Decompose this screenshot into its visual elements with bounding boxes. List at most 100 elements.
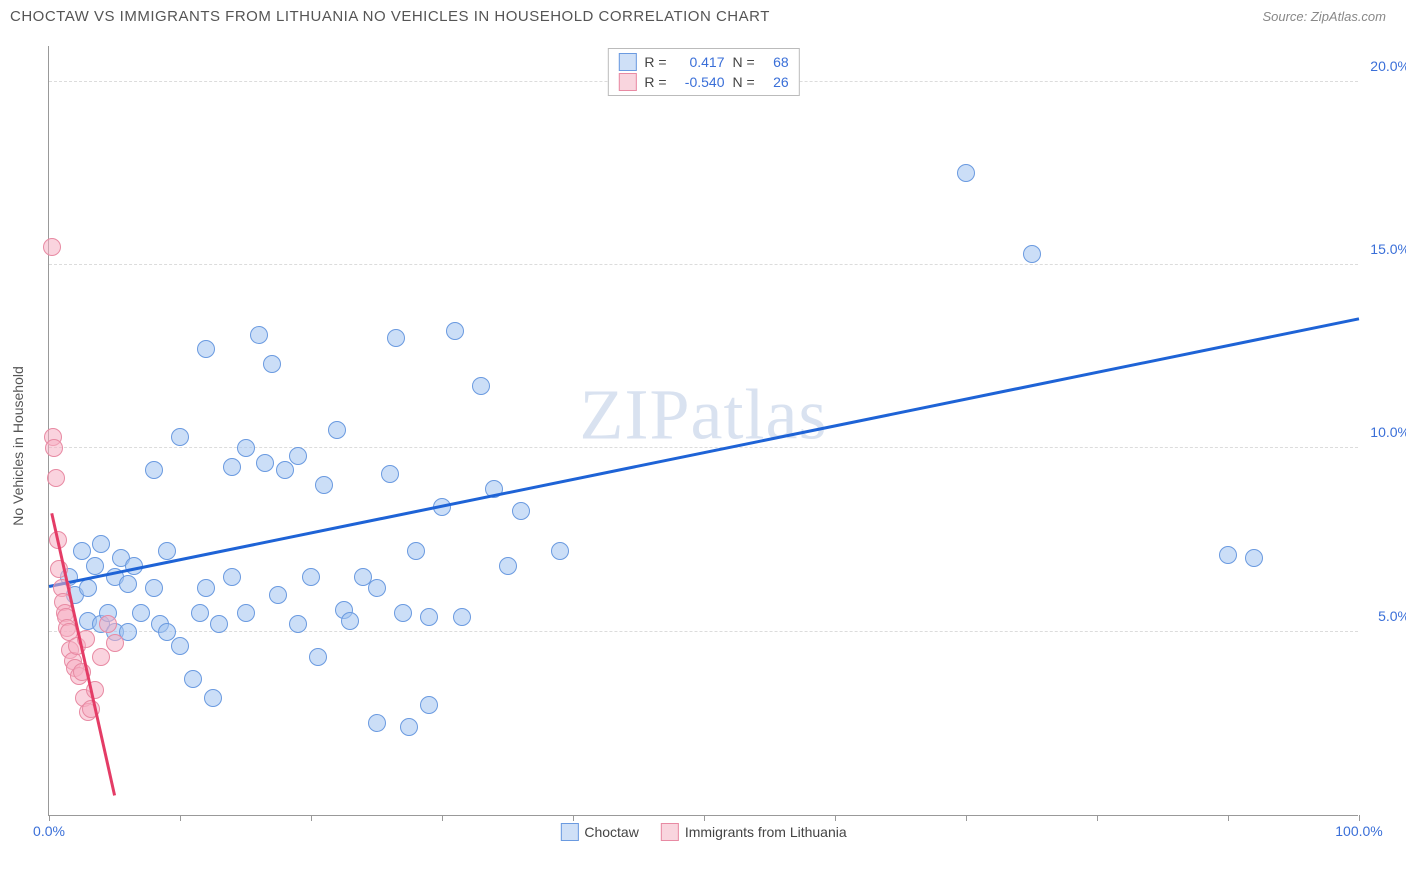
x-tick-label: 100.0% — [1335, 823, 1382, 839]
data-point — [132, 604, 150, 622]
x-tick — [442, 815, 443, 821]
y-gridline — [49, 631, 1358, 632]
data-point — [446, 322, 464, 340]
data-point — [106, 634, 124, 652]
data-point — [512, 502, 530, 520]
r-value: 0.417 — [675, 54, 725, 70]
legend-swatch — [560, 823, 578, 841]
legend-item: Immigrants from Lithuania — [661, 823, 847, 841]
data-point — [289, 447, 307, 465]
data-point — [387, 329, 405, 347]
data-point — [158, 623, 176, 641]
n-label: N = — [733, 74, 755, 90]
chart-title: CHOCTAW VS IMMIGRANTS FROM LITHUANIA NO … — [10, 8, 770, 25]
data-point — [315, 476, 333, 494]
data-point — [328, 421, 346, 439]
n-value: 68 — [763, 54, 789, 70]
data-point — [92, 648, 110, 666]
x-tick — [1359, 815, 1360, 821]
data-point — [92, 535, 110, 553]
x-tick — [1097, 815, 1098, 821]
data-point — [276, 461, 294, 479]
x-tick — [573, 815, 574, 821]
data-point — [145, 579, 163, 597]
y-gridline — [49, 264, 1358, 265]
series-legend: Choctaw Immigrants from Lithuania — [560, 823, 846, 841]
x-tick — [180, 815, 181, 821]
data-point — [191, 604, 209, 622]
data-point — [302, 568, 320, 586]
x-tick — [49, 815, 50, 821]
data-point — [119, 575, 137, 593]
legend-label: Choctaw — [584, 824, 638, 840]
legend-swatch — [618, 73, 636, 91]
stats-row: R = -0.540 N = 26 — [618, 72, 788, 92]
data-point — [368, 579, 386, 597]
watermark: ZIPatlas — [580, 374, 828, 457]
data-point — [223, 568, 241, 586]
scatter-chart: ZIPatlas 5.0%10.0%15.0%20.0%0.0%100.0%R … — [48, 46, 1358, 816]
x-tick — [966, 815, 967, 821]
legend-swatch — [618, 53, 636, 71]
data-point — [197, 579, 215, 597]
data-point — [171, 428, 189, 446]
data-point — [394, 604, 412, 622]
data-point — [263, 355, 281, 373]
r-label: R = — [644, 74, 666, 90]
data-point — [184, 670, 202, 688]
y-axis-label: No Vehicles in Household — [10, 366, 26, 526]
data-point — [453, 608, 471, 626]
data-point — [1245, 549, 1263, 567]
source-credit: Source: ZipAtlas.com — [1262, 9, 1386, 24]
data-point — [1219, 546, 1237, 564]
x-tick — [311, 815, 312, 821]
data-point — [472, 377, 490, 395]
data-point — [171, 637, 189, 655]
data-point — [499, 557, 517, 575]
data-point — [407, 542, 425, 560]
legend-item: Choctaw — [560, 823, 638, 841]
x-tick-label: 0.0% — [33, 823, 65, 839]
data-point — [43, 238, 61, 256]
data-point — [47, 469, 65, 487]
data-point — [158, 542, 176, 560]
data-point — [420, 608, 438, 626]
x-tick — [704, 815, 705, 821]
r-label: R = — [644, 54, 666, 70]
data-point — [99, 615, 117, 633]
data-point — [269, 586, 287, 604]
data-point — [341, 612, 359, 630]
data-point — [368, 714, 386, 732]
data-point — [237, 439, 255, 457]
y-tick-label: 20.0% — [1370, 58, 1406, 74]
data-point — [289, 615, 307, 633]
legend-swatch — [661, 823, 679, 841]
data-point — [204, 689, 222, 707]
y-tick-label: 15.0% — [1370, 241, 1406, 257]
n-value: 26 — [763, 74, 789, 90]
data-point — [86, 557, 104, 575]
data-point — [79, 579, 97, 597]
r-value: -0.540 — [675, 74, 725, 90]
data-point — [197, 340, 215, 358]
data-point — [551, 542, 569, 560]
data-point — [420, 696, 438, 714]
data-point — [1023, 245, 1041, 263]
x-tick — [1228, 815, 1229, 821]
data-point — [309, 648, 327, 666]
data-point — [210, 615, 228, 633]
data-point — [45, 439, 63, 457]
y-tick-label: 10.0% — [1370, 424, 1406, 440]
data-point — [145, 461, 163, 479]
stats-legend: R = 0.417 N = 68 R = -0.540 N = 26 — [607, 48, 799, 96]
data-point — [223, 458, 241, 476]
data-point — [400, 718, 418, 736]
legend-label: Immigrants from Lithuania — [685, 824, 847, 840]
x-tick — [835, 815, 836, 821]
data-point — [381, 465, 399, 483]
stats-row: R =0.417N =68 — [618, 52, 788, 72]
data-point — [957, 164, 975, 182]
data-point — [250, 326, 268, 344]
y-tick-label: 5.0% — [1378, 608, 1406, 624]
chart-header: CHOCTAW VS IMMIGRANTS FROM LITHUANIA NO … — [0, 0, 1406, 37]
